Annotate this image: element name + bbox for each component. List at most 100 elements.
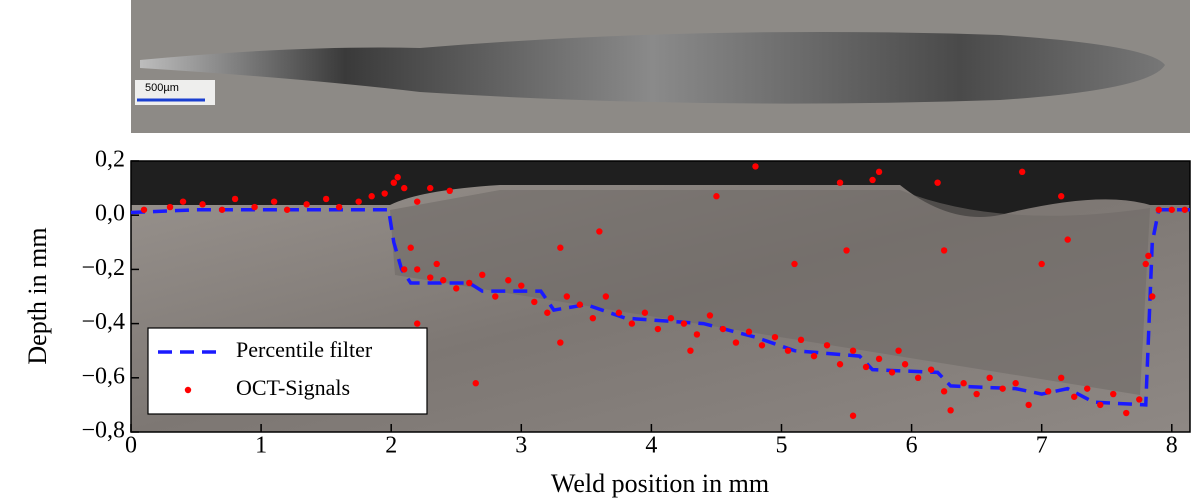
oct-point [368, 193, 374, 199]
oct-point [557, 339, 563, 345]
oct-point [453, 285, 459, 291]
oct-point [785, 348, 791, 354]
x-tick-label: 1 [255, 433, 267, 459]
oct-point [440, 277, 446, 283]
y-tick-label: −0,6 [81, 363, 125, 389]
oct-point [1071, 394, 1077, 400]
y-tick-label: −0,4 [81, 309, 125, 335]
oct-point [323, 196, 329, 202]
oct-point [596, 228, 602, 234]
oct-point [1123, 410, 1129, 416]
oct-point [863, 364, 869, 370]
oct-point [655, 326, 661, 332]
oct-point [928, 366, 934, 372]
x-tick-label: 2 [385, 433, 397, 459]
oct-point [167, 204, 173, 210]
oct-point [401, 266, 407, 272]
oct-point [902, 361, 908, 367]
oct-point [947, 407, 953, 413]
x-tick-label: 4 [645, 433, 657, 459]
oct-point [869, 177, 875, 183]
legend-label: OCT-Signals [236, 375, 350, 400]
oct-point [642, 310, 648, 316]
oct-point [391, 179, 397, 185]
oct-point [752, 163, 758, 169]
oct-point [381, 190, 387, 196]
oct-point [1145, 253, 1151, 259]
oct-point [876, 356, 882, 362]
oct-point [427, 185, 433, 191]
y-tick-label: 0,2 [95, 147, 125, 173]
oct-point [1058, 193, 1064, 199]
oct-point [401, 185, 407, 191]
oct-point [986, 375, 992, 381]
oct-point [564, 293, 570, 299]
oct-point [251, 204, 257, 210]
oct-point [427, 274, 433, 280]
oct-point [1149, 293, 1155, 299]
oct-point [1084, 385, 1090, 391]
oct-point [960, 380, 966, 386]
oct-point [1045, 388, 1051, 394]
x-axis-label: Weld position in mm [551, 469, 769, 498]
oct-point [941, 247, 947, 253]
legend-marker [185, 387, 191, 393]
oct-point [303, 201, 309, 207]
x-tick-label: 7 [1036, 433, 1048, 459]
oct-point [876, 169, 882, 175]
oct-point [355, 198, 361, 204]
oct-point [557, 245, 563, 251]
oct-point [798, 337, 804, 343]
oct-point [414, 198, 420, 204]
oct-point [999, 385, 1005, 391]
oct-point [1143, 261, 1149, 267]
oct-point [395, 174, 401, 180]
oct-point [492, 293, 498, 299]
oct-point [544, 310, 550, 316]
oct-point [1025, 402, 1031, 408]
oct-point [707, 312, 713, 318]
oct-point [850, 348, 856, 354]
oct-point [199, 201, 205, 207]
oct-point [1182, 207, 1188, 213]
oct-point [603, 293, 609, 299]
oct-point [973, 391, 979, 397]
oct-point [733, 339, 739, 345]
oct-point [434, 261, 440, 267]
oct-point [668, 315, 674, 321]
oct-point [1169, 207, 1175, 213]
oct-point [941, 388, 947, 394]
oct-point [616, 310, 622, 316]
oct-point [590, 315, 596, 321]
oct-point [837, 361, 843, 367]
y-tick-label: −0,8 [81, 418, 125, 444]
oct-point [1019, 169, 1025, 175]
oct-point [447, 188, 453, 194]
oct-point [915, 375, 921, 381]
oct-point [408, 245, 414, 251]
oct-point [518, 282, 524, 288]
x-tick-label: 6 [906, 433, 918, 459]
oct-point [1156, 207, 1162, 213]
x-tick-label: 5 [775, 433, 787, 459]
oct-point [824, 342, 830, 348]
oct-point [219, 207, 225, 213]
oct-point [1065, 236, 1071, 242]
oct-point [479, 272, 485, 278]
oct-point [336, 204, 342, 210]
oct-point [720, 326, 726, 332]
oct-point [1012, 380, 1018, 386]
oct-point [837, 179, 843, 185]
oct-point [895, 348, 901, 354]
oct-point [414, 266, 420, 272]
oct-point [850, 413, 856, 419]
x-tick-label: 3 [515, 433, 527, 459]
oct-point [772, 334, 778, 340]
oct-point [1110, 391, 1116, 397]
oct-point [629, 320, 635, 326]
oct-point [180, 198, 186, 204]
oct-point [694, 331, 700, 337]
oct-point [687, 348, 693, 354]
oct-point [141, 207, 147, 213]
y-axis-label: Depth in mm [23, 227, 52, 364]
